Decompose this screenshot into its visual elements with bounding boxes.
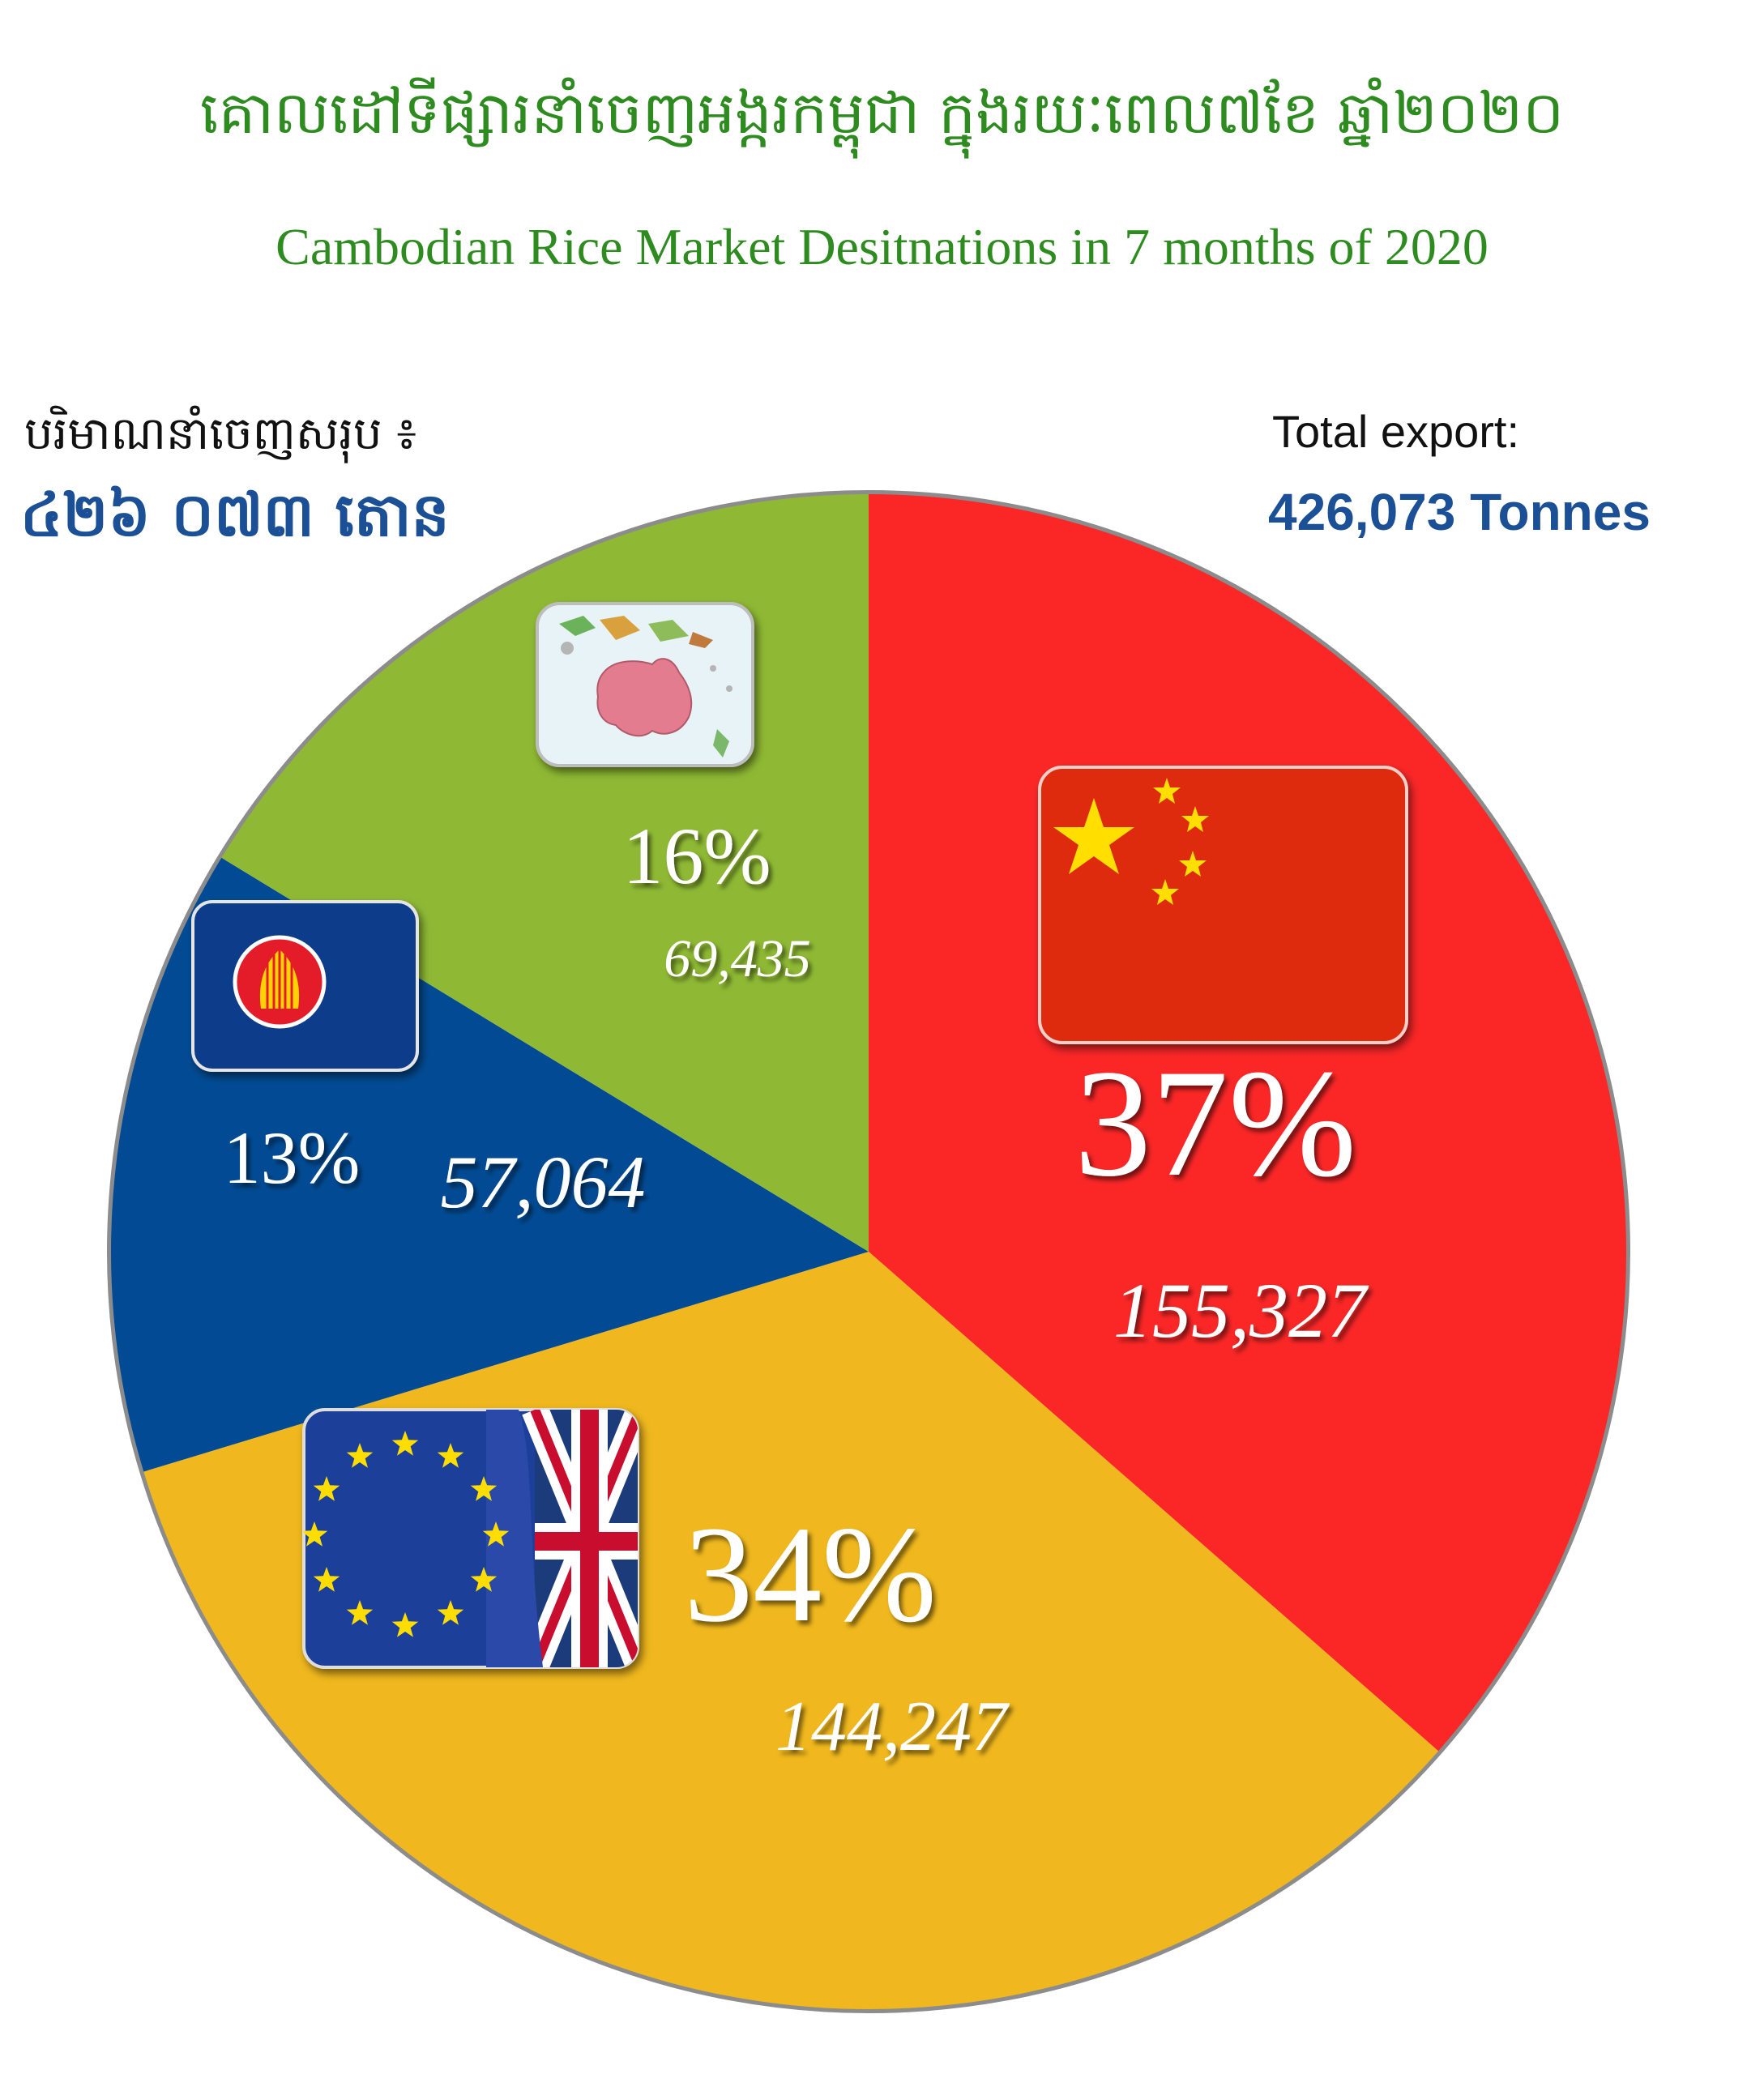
total-export-label-khmer: បរិមាណនាំចេញសរុប ៖: [24, 408, 417, 460]
value-label-eu-uk: 144,247: [775, 1688, 1010, 1766]
page-title-english: Cambodian Rice Market Desitnations in 7 …: [275, 218, 1489, 275]
value-label-asean: 57,064: [441, 1141, 646, 1223]
total-export-value-english: 426,073 Tonnes: [1268, 483, 1651, 541]
value-label-china: 155,327: [1113, 1267, 1369, 1354]
percent-label-eu-uk: 34%: [684, 1498, 937, 1650]
australia-map-icon: [536, 602, 754, 767]
asean-flag-icon: [191, 900, 419, 1072]
china-flag-icon: [1038, 766, 1408, 1044]
eu-uk-flag-icon: [302, 1408, 639, 1669]
percent-label-asean: 13%: [224, 1116, 361, 1199]
page-title-khmer: គោលដៅទីផ្សារនាំចេញអង្ករកម្ពុជា ក្នុងរយៈព…: [199, 79, 1565, 147]
value-label-australia-oceania: 69,435: [664, 929, 811, 988]
percent-label-australia-oceania: 16%: [622, 811, 771, 901]
total-export-value-khmer: ៤២៦ ០៧៣ តោន: [20, 480, 450, 550]
total-export-label-english: Total export:: [1272, 406, 1520, 457]
percent-label-china: 37%: [1074, 1039, 1356, 1209]
